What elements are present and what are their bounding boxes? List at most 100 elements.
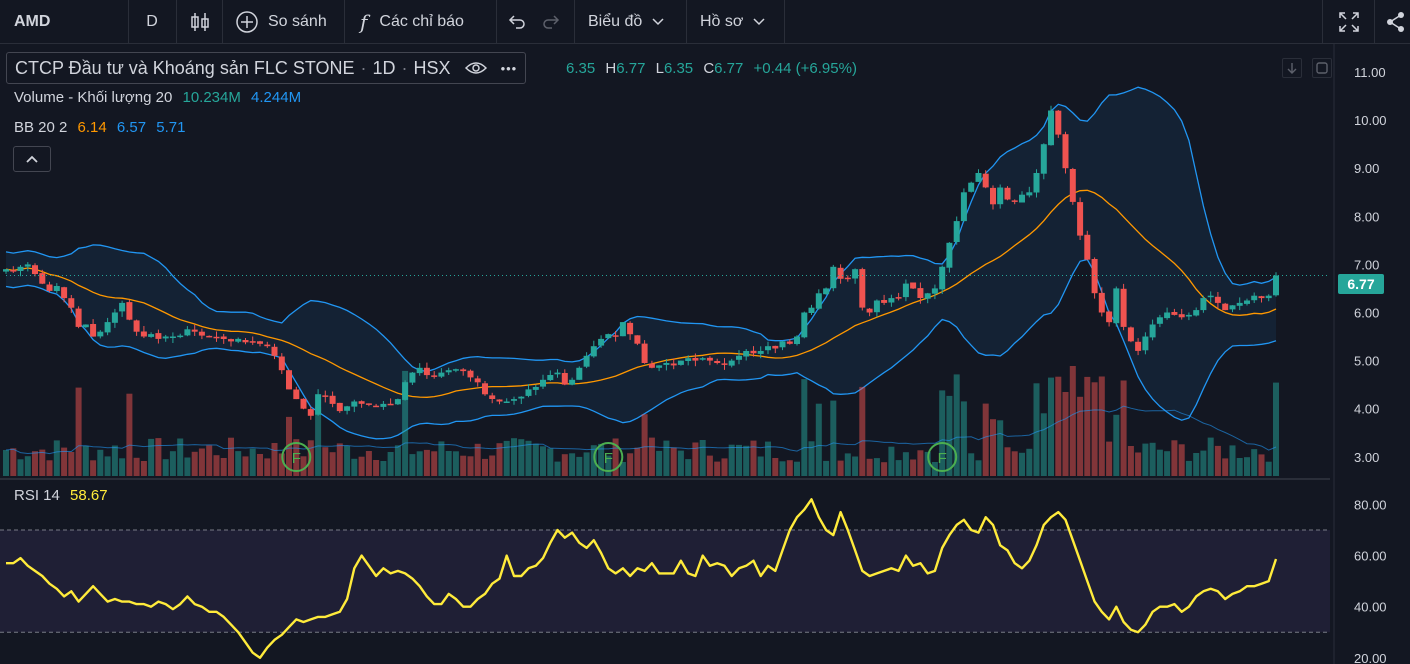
reset-view-button[interactable] — [1312, 58, 1332, 78]
candle — [474, 375, 481, 387]
symbol-button[interactable]: AMD — [14, 13, 51, 30]
ohlc-open: 6.35 — [566, 60, 596, 77]
toolbar-divider — [1322, 0, 1323, 44]
volume-bar — [286, 416, 292, 476]
volume-bar — [358, 456, 365, 476]
chart-canvas[interactable]: F F F 11.00 10.00 9.00 8.00 7.00 6.00 5.00 4.00 3.… — [0, 44, 1410, 664]
ohlc-high: 6.77 — [616, 60, 646, 77]
volume-bar — [1207, 437, 1214, 476]
candle — [939, 265, 946, 294]
candle — [1156, 314, 1163, 328]
volume-bar — [808, 441, 815, 476]
volume-bar — [293, 439, 300, 476]
candle — [1113, 286, 1120, 327]
volume-bar — [177, 438, 184, 476]
collapse-legend-button[interactable] — [13, 146, 51, 172]
volume-bar — [1077, 396, 1084, 476]
candle — [881, 294, 888, 305]
volume-bar — [525, 440, 532, 476]
candle — [431, 371, 438, 379]
candle — [1091, 257, 1098, 299]
volume-bar — [1127, 446, 1134, 476]
price-tick-label: 8.00 — [1354, 209, 1379, 224]
rsi-pane — [0, 498, 1330, 659]
candle — [917, 282, 924, 304]
candle — [32, 263, 38, 277]
scroll-down-button[interactable] — [1282, 58, 1302, 78]
candle — [583, 352, 590, 369]
candle — [518, 396, 525, 404]
candle — [859, 267, 866, 311]
toolbar-divider — [574, 0, 575, 44]
candles — [3, 105, 1330, 420]
candle — [423, 362, 430, 379]
volume-bar — [946, 395, 953, 476]
interval-button[interactable]: D — [146, 13, 158, 30]
volume-bar — [148, 438, 155, 476]
redo-button[interactable] — [540, 0, 562, 44]
bb-legend[interactable]: BB 20 2 6.14 6.57 5.71 — [14, 119, 186, 136]
volume-bar — [474, 443, 481, 476]
volume-bar — [547, 448, 554, 476]
volume-legend[interactable]: Volume - Khối lượng 20 10.234M 4.244M — [14, 89, 301, 106]
volume-bar — [1055, 376, 1062, 476]
undo-button[interactable] — [506, 0, 528, 44]
marker-label: F — [938, 450, 947, 467]
volume-bar — [97, 449, 104, 476]
volume-bar — [467, 456, 474, 476]
ohlc-change: +0.44 (+6.95%) — [753, 60, 857, 77]
volume-bar — [663, 440, 670, 476]
volume-bar — [714, 461, 721, 476]
compare-button[interactable]: So sánh — [234, 0, 327, 44]
top-toolbar: AMD D So sánh f Các chỉ báo — [0, 0, 1410, 44]
candle — [24, 262, 31, 272]
candle — [765, 341, 771, 355]
volume-bar — [1171, 440, 1178, 476]
candle — [482, 381, 488, 396]
title-interval: 1D — [372, 57, 396, 78]
earnings-marker[interactable]: F — [927, 442, 958, 472]
volume-bar — [111, 445, 118, 476]
chart-type-button[interactable] — [186, 0, 214, 44]
volume-bar — [924, 451, 931, 476]
candle — [699, 356, 706, 361]
indicators-button[interactable]: f Các chỉ báo — [360, 0, 464, 44]
volume-bar — [619, 462, 626, 476]
toolbar-divider — [1374, 0, 1375, 44]
more-options-icon[interactable]: ••• — [500, 60, 518, 76]
earnings-marker[interactable]: F — [281, 442, 312, 472]
volume-bar — [786, 460, 793, 476]
bb-lower-line — [5, 258, 1277, 440]
candle — [924, 292, 931, 304]
fullscreen-button[interactable] — [1336, 0, 1362, 44]
volume-bar — [917, 450, 924, 476]
candle — [1200, 295, 1207, 313]
volume-bar — [627, 453, 634, 476]
volume-bar — [300, 456, 307, 476]
volume-bar — [648, 437, 655, 476]
volume-bar — [119, 458, 126, 476]
rsi-legend[interactable]: RSI 14 58.67 — [14, 487, 108, 504]
symbol-title-box[interactable]: CTCP Đầu tư và Khoáng sản FLC STONE · 1D… — [6, 52, 527, 84]
eye-icon[interactable] — [464, 61, 487, 75]
volume-bar — [140, 461, 147, 476]
chart-menu-button[interactable]: Biểu đồ — [588, 0, 664, 44]
share-button[interactable] — [1384, 0, 1408, 44]
plus-circle-icon — [236, 11, 258, 33]
volume-bar — [888, 446, 895, 476]
chevron-down-icon — [753, 18, 765, 26]
candle — [307, 406, 314, 420]
candle — [1258, 295, 1265, 303]
volume-bar — [365, 451, 372, 476]
candle — [1142, 332, 1149, 355]
volume-bar — [1026, 448, 1033, 476]
profile-menu-button[interactable]: Hồ sơ — [700, 0, 765, 44]
candle — [990, 185, 996, 210]
candle — [278, 353, 285, 374]
volume-bar — [3, 450, 9, 476]
candle — [373, 403, 380, 408]
candle — [235, 337, 242, 344]
earnings-marker[interactable]: F — [593, 442, 624, 472]
volume-bar — [1251, 449, 1258, 476]
candle — [1019, 191, 1025, 203]
